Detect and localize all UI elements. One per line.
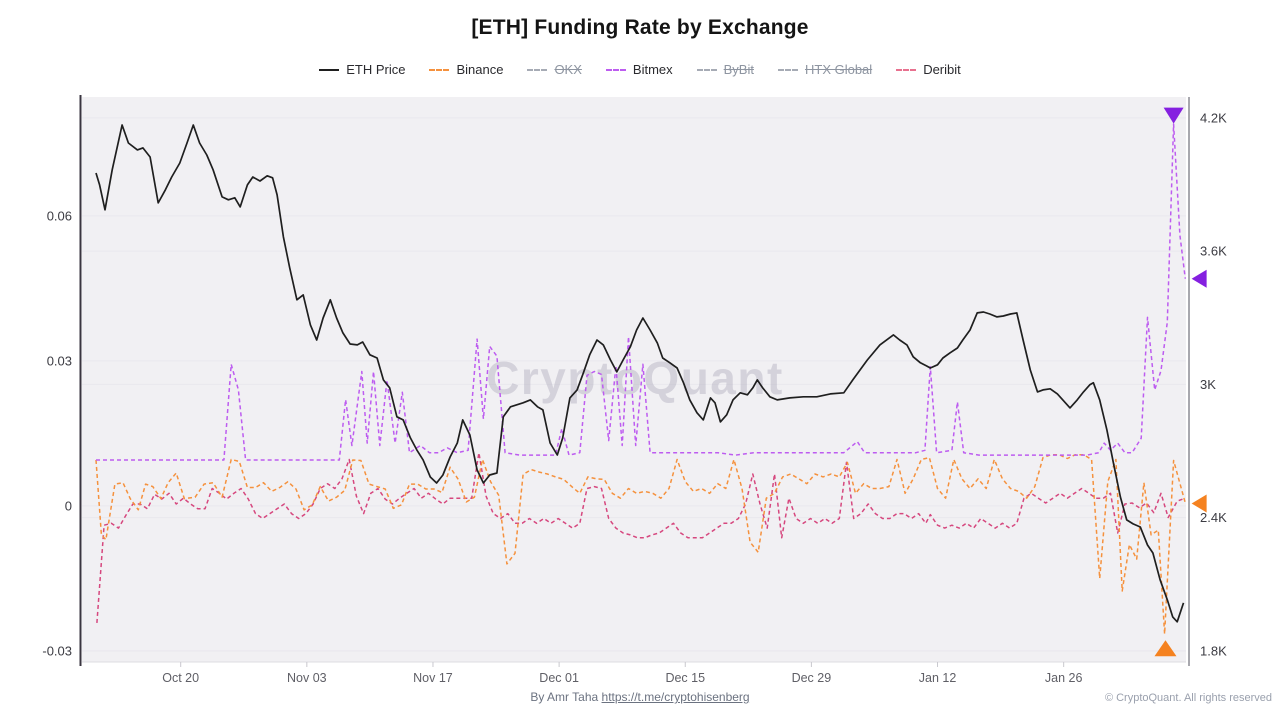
legend: ETH Price Binance OKX Bitmex ByBit HTX Global…: [0, 62, 1280, 77]
legend-swatch: [696, 68, 717, 71]
byline-text: By Amr Taha: [530, 690, 602, 704]
x-axis-label-Dec-01: Dec 01: [539, 671, 579, 685]
x-axis-label-Dec-29: Dec 29: [792, 671, 832, 685]
y-axis-right-label-3.6K: 3.6K: [1200, 244, 1227, 259]
legend-item-okx[interactable]: OKX: [527, 62, 582, 77]
x-axis-label-Nov-17: Nov 17: [413, 671, 453, 685]
legend-label: ETH Price: [346, 62, 406, 77]
byline-link[interactable]: https://t.me/cryptohisenberg: [601, 690, 750, 704]
legend-item-eth-price[interactable]: ETH Price: [319, 62, 405, 77]
y-axis-left-label-0.03: 0.03: [47, 353, 72, 368]
legend-swatch: [527, 68, 548, 71]
plot-background: [82, 97, 1186, 662]
legend-label: OKX: [554, 62, 582, 77]
chart-title: [ETH] Funding Rate by Exchange: [471, 16, 809, 39]
y-axis-left-label-0: 0: [65, 498, 72, 513]
y-axis-right-label-3K: 3K: [1200, 377, 1216, 392]
legend-item-binance[interactable]: Binance: [429, 62, 503, 77]
x-axis-label-Nov-03: Nov 03: [287, 671, 327, 685]
y-axis-left-label-0.06: 0.06: [47, 208, 72, 223]
legend-item-bybit[interactable]: ByBit: [696, 62, 754, 77]
series-eth-price: [95, 124, 1185, 623]
legend-label: HTX Global: [804, 62, 873, 77]
legend-label: Binance: [456, 62, 504, 77]
x-axis-label-Jan-12: Jan 12: [919, 671, 957, 685]
series-binance: [95, 453, 1187, 635]
legend-label: ByBit: [723, 62, 754, 77]
legend-swatch: [777, 68, 798, 71]
bitmex-last-marker: [1191, 269, 1207, 288]
legend-swatch: [896, 68, 917, 71]
series-deribit: [96, 451, 1186, 623]
y-axis-left-label--0.03: -0.03: [42, 643, 72, 658]
legend-label: Bitmex: [632, 62, 673, 77]
y-axis-right-label-2.4K: 2.4K: [1200, 510, 1227, 525]
legend-swatch: [429, 68, 450, 71]
legend-swatch: [319, 68, 340, 71]
x-axis-label-Dec-15: Dec 15: [665, 671, 705, 685]
x-axis-label-Oct-20: Oct 20: [162, 671, 199, 685]
y-axis-right-label-4.2K: 4.2K: [1200, 110, 1227, 125]
legend-swatch: [605, 68, 626, 71]
copyright-text: © CryptoQuant. All rights reserved: [1104, 692, 1272, 704]
byline: By Amr Taha https://t.me/cryptohisenberg: [0, 690, 1280, 704]
bitmex-peak-marker: [1163, 107, 1184, 124]
cryptoquant-watermark: CryptoQuant: [486, 352, 784, 404]
binance-last-marker: [1191, 494, 1207, 513]
y-axis-right-label-1.8K: 1.8K: [1200, 643, 1227, 658]
legend-label: Deribit: [923, 62, 961, 77]
binance-low-marker: [1154, 640, 1177, 657]
legend-item-bitmex[interactable]: Bitmex: [605, 62, 673, 77]
series-bitmex: [96, 123, 1187, 461]
legend-item-htx-global[interactable]: HTX Global: [777, 62, 873, 77]
x-axis-label-Jan-26: Jan 26: [1045, 671, 1083, 685]
legend-item-deribit[interactable]: Deribit: [896, 62, 961, 77]
